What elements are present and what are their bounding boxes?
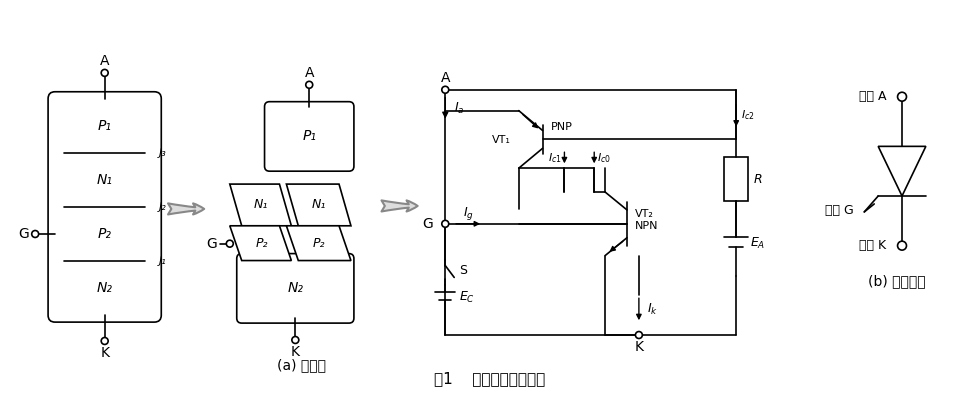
Text: $I_g$: $I_g$: [462, 205, 474, 222]
Text: NPN: NPN: [635, 221, 658, 231]
Circle shape: [306, 81, 313, 88]
Text: K: K: [100, 346, 109, 360]
FancyBboxPatch shape: [236, 254, 354, 323]
Circle shape: [101, 69, 108, 76]
Text: PNP: PNP: [550, 121, 572, 132]
Text: 门极 G: 门极 G: [825, 204, 853, 217]
Text: N₁: N₁: [312, 199, 326, 212]
Text: VT₁: VT₁: [492, 136, 510, 145]
Text: P₂: P₂: [313, 237, 325, 250]
Text: R: R: [754, 173, 762, 186]
Text: J₂: J₂: [159, 202, 167, 212]
Text: A: A: [440, 71, 450, 85]
Polygon shape: [878, 146, 925, 196]
Text: $I_{c1}$: $I_{c1}$: [548, 151, 562, 165]
Text: J₁: J₁: [159, 256, 167, 266]
Circle shape: [442, 220, 449, 227]
Text: K: K: [634, 340, 644, 354]
Text: G: G: [18, 227, 29, 241]
Text: G: G: [423, 217, 433, 231]
Text: $I_a$: $I_a$: [455, 101, 465, 116]
Polygon shape: [230, 226, 291, 260]
Text: S: S: [459, 264, 467, 277]
Text: K: K: [290, 345, 300, 359]
Text: A: A: [100, 54, 109, 68]
Text: VT₂: VT₂: [635, 209, 654, 219]
Text: P₂: P₂: [256, 237, 268, 250]
FancyBboxPatch shape: [264, 102, 354, 171]
FancyBboxPatch shape: [48, 92, 161, 322]
Text: $I_k$: $I_k$: [647, 302, 658, 317]
Text: $I_{c0}$: $I_{c0}$: [597, 151, 611, 165]
Text: N₁: N₁: [254, 199, 267, 212]
Circle shape: [635, 331, 643, 338]
Text: N₁: N₁: [96, 173, 113, 187]
Text: N₂: N₂: [96, 281, 113, 295]
Text: $E_A$: $E_A$: [750, 236, 765, 251]
Text: P₁: P₁: [97, 119, 112, 133]
Circle shape: [227, 240, 234, 247]
Polygon shape: [287, 184, 351, 226]
Text: 阴极 K: 阴极 K: [859, 239, 887, 252]
Bar: [725, 157, 748, 201]
Text: J₃: J₃: [159, 148, 167, 158]
Text: N₂: N₂: [288, 281, 303, 296]
Circle shape: [32, 230, 39, 238]
Text: (a) 等效图: (a) 等效图: [277, 358, 326, 372]
Text: 图1    晶闸管等效图解图: 图1 晶闸管等效图解图: [434, 371, 545, 386]
Text: P₂: P₂: [97, 227, 112, 241]
Circle shape: [291, 336, 299, 344]
Text: (b) 器件符号: (b) 器件符号: [868, 274, 925, 288]
Polygon shape: [287, 226, 351, 260]
Circle shape: [897, 92, 906, 101]
Text: A: A: [305, 66, 314, 80]
Text: $E_C$: $E_C$: [459, 290, 475, 305]
Text: 阳极 A: 阳极 A: [859, 90, 887, 103]
Text: G: G: [207, 237, 217, 251]
Circle shape: [101, 338, 108, 344]
Circle shape: [897, 241, 906, 250]
Text: $I_{c2}$: $I_{c2}$: [741, 109, 755, 123]
Circle shape: [442, 86, 449, 93]
Polygon shape: [230, 184, 291, 226]
Text: P₁: P₁: [302, 130, 317, 143]
